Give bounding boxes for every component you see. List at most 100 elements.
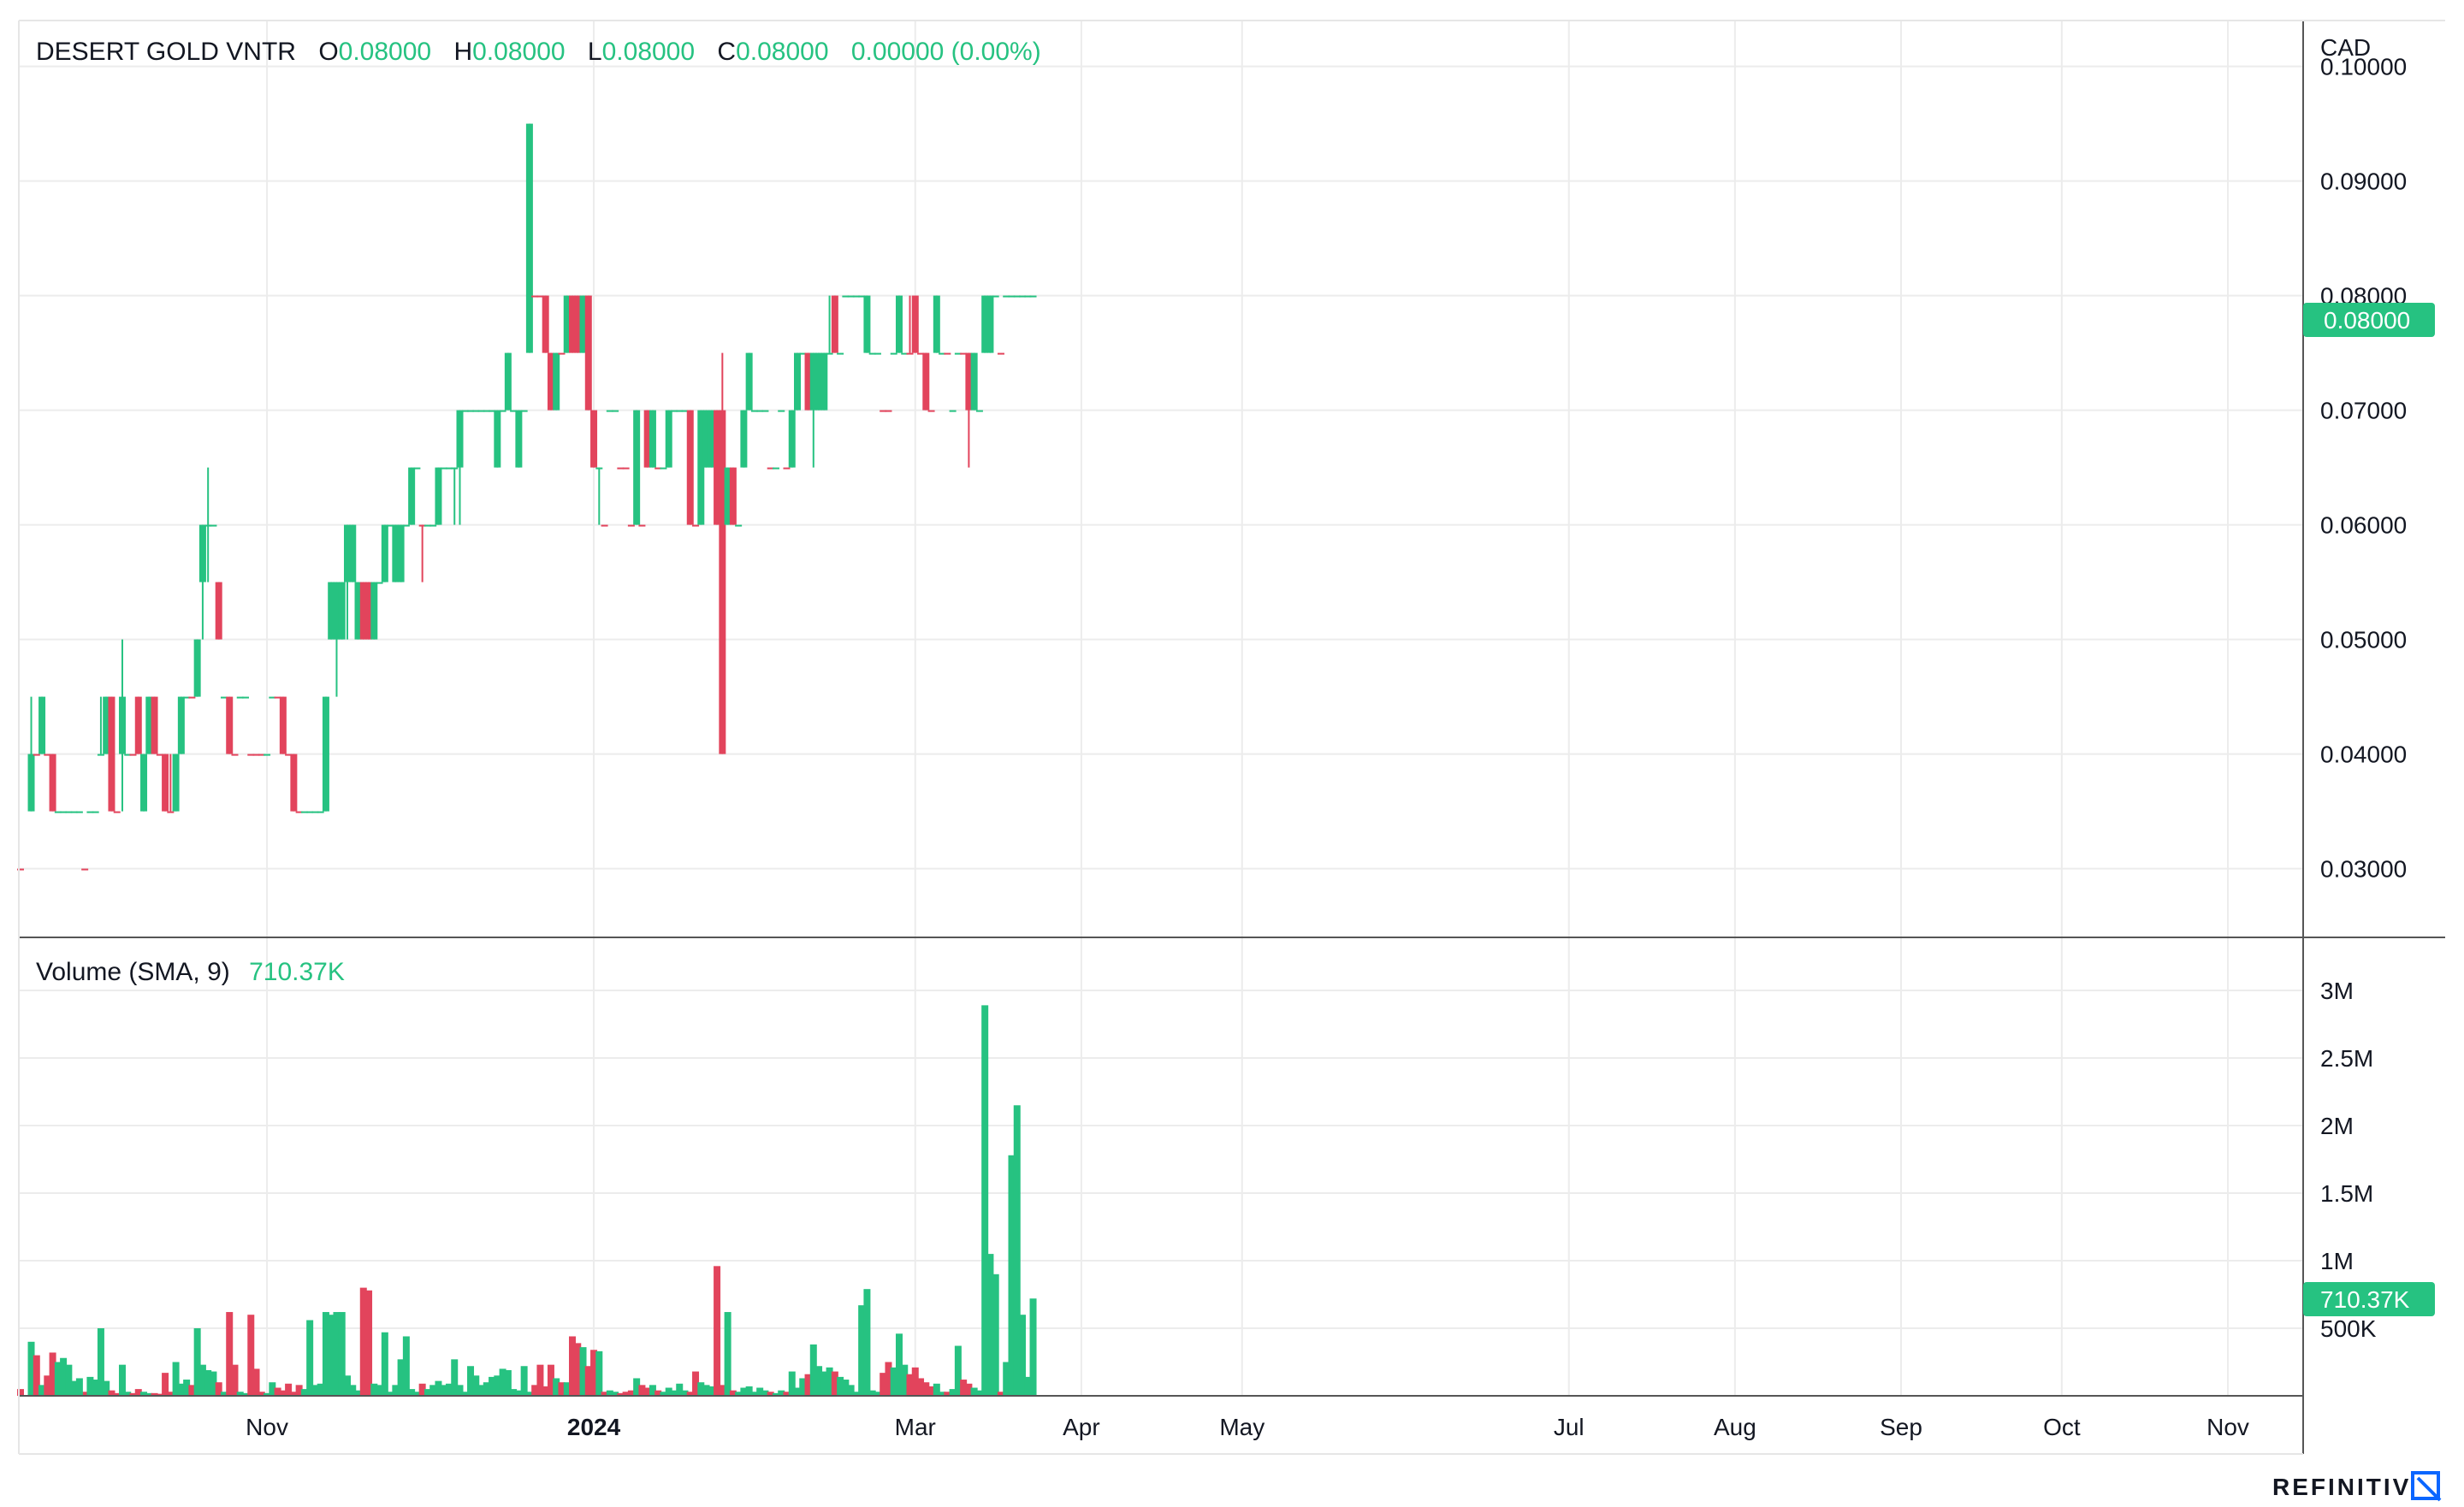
candle-body: [735, 524, 743, 527]
candle-body: [33, 754, 40, 756]
volume-bar: [917, 1378, 925, 1396]
volume-bar: [92, 1380, 99, 1396]
candle-body: [295, 811, 303, 813]
candle-body: [815, 352, 823, 411]
volume-bar: [124, 1392, 132, 1396]
volume-bar: [681, 1390, 689, 1396]
candle-body: [440, 467, 447, 470]
volume-bar: [702, 1385, 710, 1396]
volume-bar: [772, 1392, 779, 1396]
candle-body: [531, 295, 539, 298]
volume-bar: [445, 1383, 453, 1396]
volume-bar: [167, 1392, 175, 1396]
candle-body: [975, 410, 983, 412]
volume-bar: [413, 1392, 421, 1396]
candle-body: [204, 524, 212, 527]
volume-bar: [612, 1392, 619, 1396]
volume-bar: [617, 1392, 625, 1396]
candle-body: [274, 696, 281, 699]
volume-bars: [17, 1005, 1037, 1396]
legend-low-value: 0.08000: [602, 38, 695, 66]
candle-body: [81, 868, 89, 871]
candle-body: [574, 295, 582, 353]
candle-body: [231, 754, 239, 756]
candle-body: [17, 868, 24, 871]
price-tick-label: 0.05000: [2320, 627, 2407, 653]
time-tick-label: Nov: [246, 1414, 288, 1440]
volume-bar: [547, 1364, 554, 1396]
candle-body: [901, 352, 909, 355]
volume-bar: [252, 1368, 260, 1396]
volume-bar: [515, 1390, 523, 1396]
volume-bar: [103, 1380, 110, 1396]
volume-bar: [349, 1385, 357, 1396]
volume-bar: [162, 1373, 169, 1396]
volume-bar: [285, 1383, 293, 1396]
volume-bar: [247, 1315, 255, 1396]
volume-bar: [997, 1392, 1004, 1396]
last-volume-badge: [2303, 1282, 2435, 1316]
volume-bar: [387, 1392, 394, 1396]
candle-body: [927, 410, 935, 412]
candle-body: [740, 410, 748, 468]
candle-body: [242, 696, 250, 699]
volume-bar: [890, 1367, 897, 1396]
time-axis-ticks: Nov 2024 Mar Apr May Jul Aug Sep Oct Nov: [246, 1414, 2249, 1440]
volume-bar: [338, 1312, 346, 1396]
candle-body: [504, 352, 512, 411]
volume-bar: [858, 1305, 866, 1396]
volume-bar: [831, 1371, 838, 1396]
time-tick-label: Oct: [2043, 1414, 2081, 1440]
candle-body: [108, 696, 116, 812]
candle-body: [311, 811, 319, 813]
volume-bar: [494, 1375, 501, 1396]
volume-bar: [992, 1274, 999, 1396]
candle-body: [75, 811, 83, 813]
candle-body: [44, 754, 51, 756]
volume-bar: [756, 1387, 764, 1396]
candle-body: [660, 467, 667, 470]
volume-bar: [531, 1385, 539, 1396]
time-tick-label: 2024: [567, 1414, 621, 1440]
candle-body: [837, 352, 844, 355]
volume-bar: [204, 1369, 212, 1396]
candle-body: [247, 754, 255, 756]
volume-bar: [97, 1328, 104, 1396]
candle-body: [949, 410, 957, 412]
candle-body: [188, 696, 196, 699]
volume-bar: [242, 1392, 250, 1396]
candle-body: [1008, 295, 1016, 298]
candle-body: [467, 410, 475, 412]
candle-body: [103, 696, 110, 754]
candle-body: [177, 696, 185, 754]
candle-body: [649, 410, 656, 468]
candle-body: [847, 295, 855, 298]
candle-body: [451, 467, 459, 470]
candle-body: [477, 410, 485, 412]
volume-bar: [660, 1392, 667, 1396]
volume-bar: [542, 1386, 549, 1396]
volume-bar: [418, 1383, 426, 1396]
volume-bar: [504, 1369, 512, 1396]
candle-body: [692, 524, 700, 527]
price-tick-label: 0.10000: [2320, 54, 2407, 80]
candle-body: [799, 352, 807, 355]
candle-body: [590, 410, 598, 468]
volume-bar: [697, 1382, 705, 1396]
volume-bar: [654, 1390, 662, 1396]
candle-body: [279, 696, 287, 754]
candle-body: [118, 696, 126, 754]
candle-body: [863, 295, 871, 353]
volume-bar: [397, 1359, 405, 1396]
volume-bar: [901, 1364, 909, 1396]
volume-bar: [220, 1392, 228, 1396]
volume-legend-label: Volume (SMA, 9): [36, 958, 230, 986]
candle-body: [376, 582, 383, 584]
candle-body: [156, 754, 163, 756]
candle-body: [1003, 295, 1010, 298]
volume-bar: [708, 1386, 715, 1396]
candle-body: [852, 295, 860, 298]
volume-bar: [429, 1385, 437, 1396]
volume-bar: [113, 1392, 121, 1396]
